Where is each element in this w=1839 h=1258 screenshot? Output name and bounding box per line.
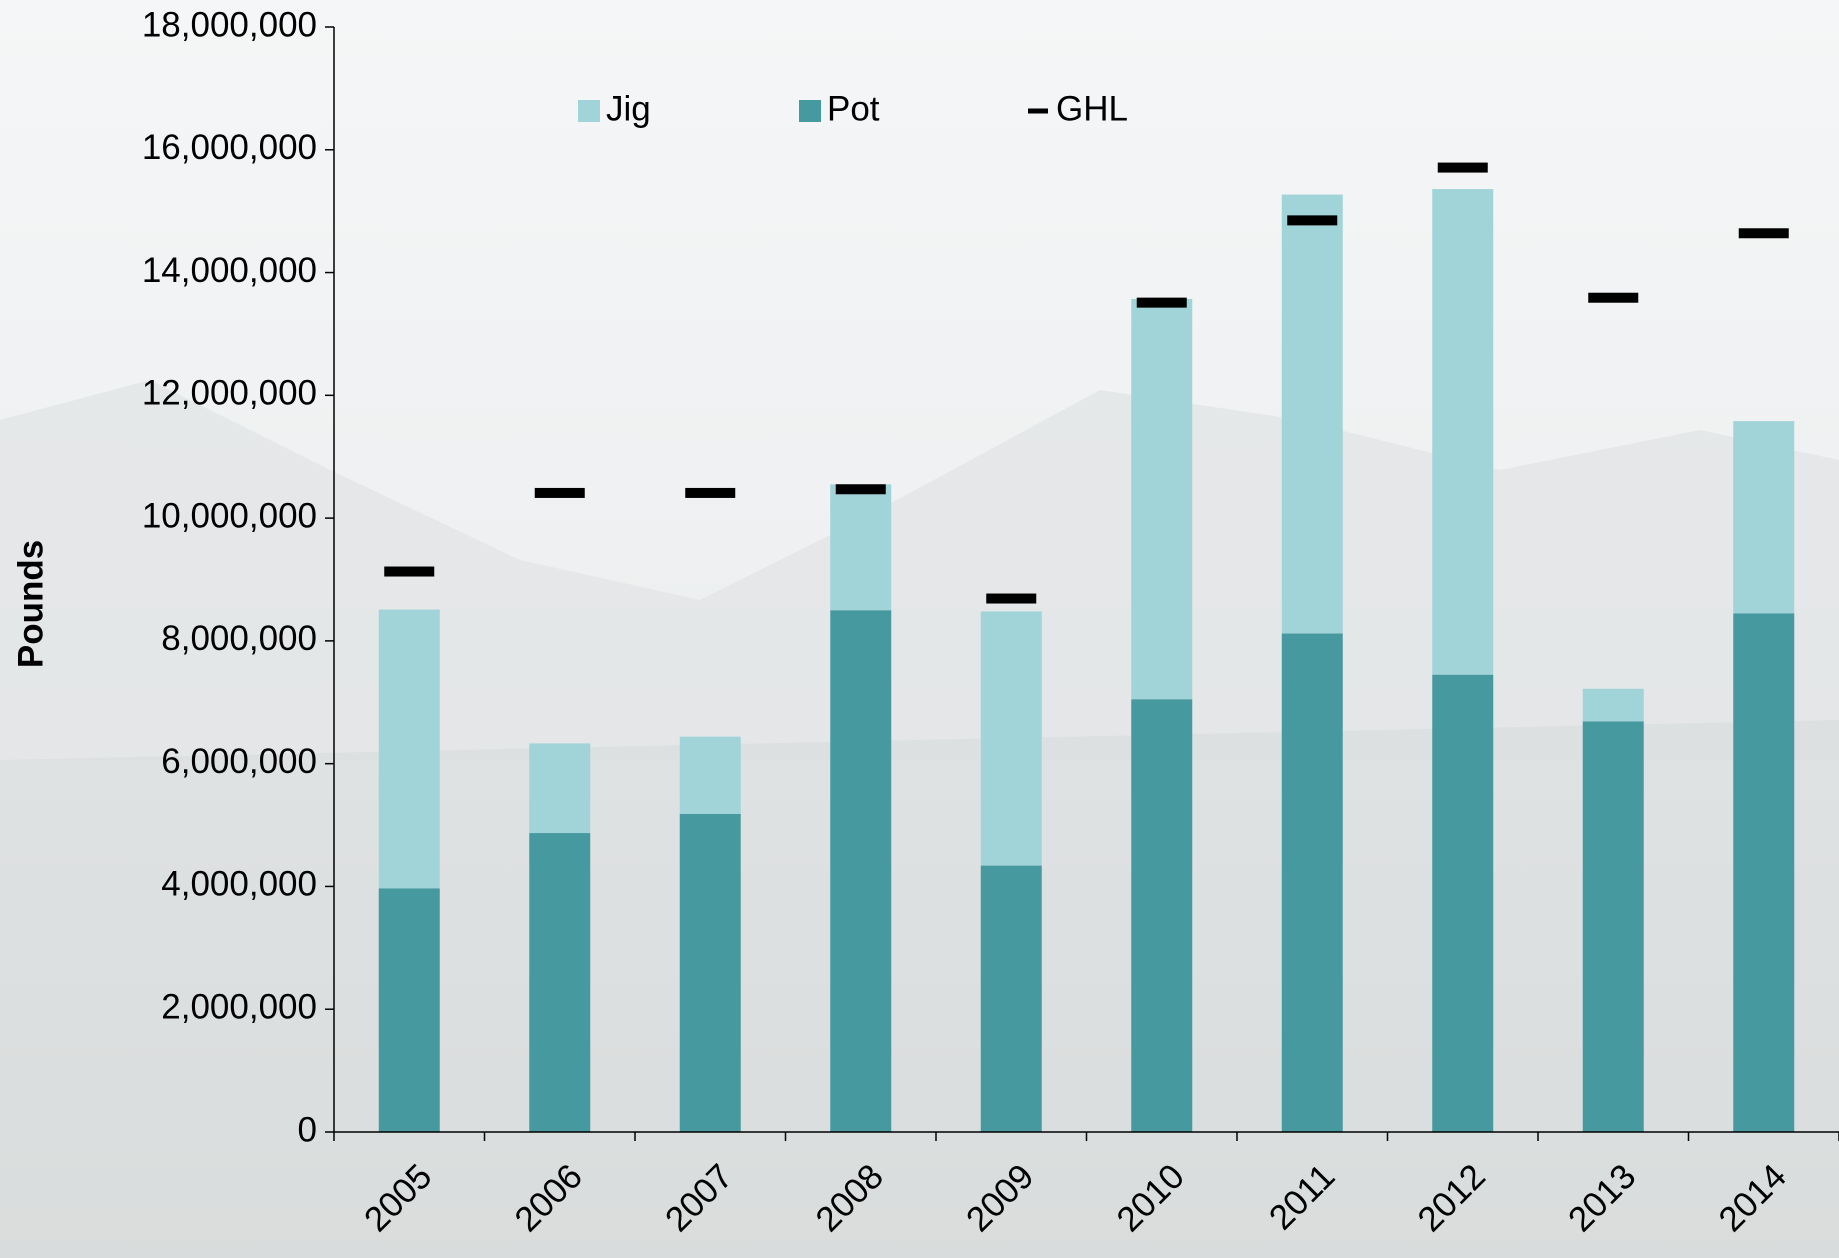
legend-swatch xyxy=(799,100,821,122)
bar-segment xyxy=(830,484,892,611)
bar-segment xyxy=(378,888,440,1132)
bar-segment xyxy=(1131,699,1193,1132)
bar-segment xyxy=(1582,688,1644,722)
y-tick-label: 6,000,000 xyxy=(161,742,317,781)
bar-segment xyxy=(1281,194,1343,634)
ghl-marker xyxy=(534,487,585,498)
ghl-marker xyxy=(835,484,886,495)
bar-segment xyxy=(1582,721,1644,1132)
legend-label: Jig xyxy=(606,89,651,128)
y-tick-label: 18,000,000 xyxy=(142,5,317,44)
y-tick-label: 12,000,000 xyxy=(142,374,317,413)
bar-segment xyxy=(679,736,741,815)
bar-segment xyxy=(1432,189,1494,675)
bar-segment xyxy=(679,814,741,1132)
bar-segment xyxy=(830,610,892,1132)
y-tick-label: 10,000,000 xyxy=(142,496,317,535)
bar-segment xyxy=(1281,633,1343,1132)
bar-segment xyxy=(378,609,440,889)
background-hills xyxy=(0,380,1839,760)
legend-swatch xyxy=(1028,108,1048,114)
ghl-marker xyxy=(1287,215,1338,226)
legend-label: Pot xyxy=(827,89,880,128)
y-tick-label: 14,000,000 xyxy=(142,251,317,290)
ghl-marker xyxy=(1738,228,1789,239)
y-tick-label: 0 xyxy=(298,1110,317,1149)
y-axis-label: Pounds xyxy=(11,540,50,668)
ghl-marker xyxy=(1136,297,1187,308)
bar-segment xyxy=(980,865,1042,1132)
ghl-marker xyxy=(1588,292,1639,303)
y-tick-label: 16,000,000 xyxy=(142,128,317,167)
bar-segment xyxy=(1432,674,1494,1132)
bar-segment xyxy=(980,611,1042,866)
y-tick-label: 4,000,000 xyxy=(161,865,317,904)
bar-segment xyxy=(1131,298,1193,700)
legend-label: GHL xyxy=(1056,89,1128,128)
background-ground xyxy=(0,720,1839,1258)
bar-segment xyxy=(1733,613,1795,1132)
ghl-marker xyxy=(384,566,435,577)
ghl-marker xyxy=(685,487,736,498)
ghl-marker xyxy=(986,593,1037,604)
legend-swatch xyxy=(578,100,600,122)
bar-segment xyxy=(529,833,591,1132)
ghl-marker xyxy=(1437,162,1488,173)
y-tick-label: 8,000,000 xyxy=(161,619,317,658)
bar-segment xyxy=(1733,421,1795,614)
y-tick-label: 2,000,000 xyxy=(161,987,317,1026)
bar-segment xyxy=(529,743,591,834)
